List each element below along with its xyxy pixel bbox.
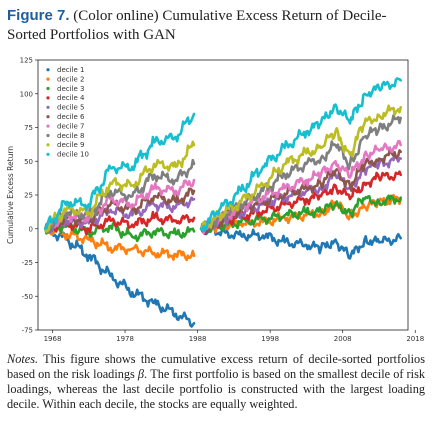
series-line-decile-1 bbox=[199, 225, 403, 260]
series-line-decile-10 bbox=[43, 112, 196, 231]
y-tick-label: -50 bbox=[22, 293, 33, 301]
legend-label-decile-5: decile 5 bbox=[57, 104, 84, 112]
legend-label-decile-8: decile 8 bbox=[57, 132, 84, 140]
chart-area: -75 -50 -25 0 25 50 75 100 125 1968 1978 1988 1998 20… bbox=[0, 48, 432, 348]
figure-label: Figure 7. bbox=[7, 7, 70, 24]
notes-label: Notes. bbox=[7, 352, 39, 366]
y-tick-label: 100 bbox=[20, 90, 33, 98]
legend-marker-decile-10 bbox=[46, 152, 50, 156]
legend-label-decile-3: decile 3 bbox=[57, 85, 84, 93]
x-tick-label: 2008 bbox=[334, 335, 352, 343]
y-tick-label: 25 bbox=[24, 192, 33, 200]
legend-marker-decile-5 bbox=[46, 105, 50, 109]
x-tick-label: 1968 bbox=[44, 335, 62, 343]
legend-label-decile-6: decile 6 bbox=[57, 113, 85, 121]
figure-title-text: (Color online) Cumulative Excess Return … bbox=[7, 8, 387, 43]
y-tick-label: -25 bbox=[22, 259, 33, 267]
series-line-decile-6 bbox=[199, 147, 403, 232]
y-axis-label: Cumulative Excess Return bbox=[6, 146, 15, 244]
y-tick-label: 50 bbox=[24, 158, 33, 166]
legend-label-decile-10: decile 10 bbox=[57, 151, 89, 159]
figure-notes: Notes. This figure shows the cumulative … bbox=[7, 352, 425, 412]
x-tick-label: 1978 bbox=[116, 335, 134, 343]
legend-marker-decile-6 bbox=[46, 115, 50, 119]
legend-marker-decile-1 bbox=[46, 68, 50, 72]
series-line-decile-8 bbox=[199, 114, 403, 233]
x-tick-label: 1988 bbox=[189, 335, 207, 343]
y-tick-label: -75 bbox=[22, 327, 33, 335]
series-line-decile-7 bbox=[199, 139, 403, 235]
y-tick-label: 0 bbox=[29, 225, 33, 233]
legend-label-decile-4: decile 4 bbox=[57, 94, 85, 102]
notes-text-start: This figure shows the cumulative excess … bbox=[7, 352, 425, 381]
legend-marker-decile-3 bbox=[46, 86, 50, 91]
figure-title: Figure 7. (Color online) Cumulative Exce… bbox=[7, 6, 425, 45]
notes-beta-symbol: β bbox=[137, 367, 145, 381]
legend-marker-decile-2 bbox=[46, 77, 50, 81]
legend-marker-decile-9 bbox=[46, 143, 50, 147]
series-line-decile-2 bbox=[43, 226, 196, 262]
legend-marker-decile-4 bbox=[46, 96, 50, 100]
cumulative-return-chart: -75 -50 -25 0 25 50 75 100 125 1968 1978 1988 1998 20… bbox=[6, 57, 424, 344]
series-line-decile-4 bbox=[43, 210, 196, 236]
series-line-decile-10 bbox=[199, 77, 403, 232]
notes-text-end: . The first portfolio is based on the sm… bbox=[7, 367, 425, 411]
legend-label-decile-1: decile 1 bbox=[57, 66, 84, 74]
legend-label-decile-7: decile 7 bbox=[57, 122, 84, 130]
series-line-decile-7 bbox=[43, 178, 196, 231]
legend-label-decile-9: decile 9 bbox=[57, 141, 84, 149]
x-tick-label: 2018 bbox=[406, 335, 424, 343]
y-tick-label: 75 bbox=[24, 124, 33, 132]
y-tick-label: 125 bbox=[20, 57, 33, 65]
x-tick-label: 1998 bbox=[261, 335, 279, 343]
series-line-decile-8 bbox=[43, 158, 196, 233]
series-line-decile-9 bbox=[199, 104, 403, 231]
legend-marker-decile-7 bbox=[46, 124, 50, 128]
legend-label-decile-2: decile 2 bbox=[57, 75, 84, 83]
series-line-decile-1 bbox=[43, 224, 196, 328]
series-line-decile-3 bbox=[199, 194, 403, 234]
legend-marker-decile-8 bbox=[46, 133, 50, 138]
